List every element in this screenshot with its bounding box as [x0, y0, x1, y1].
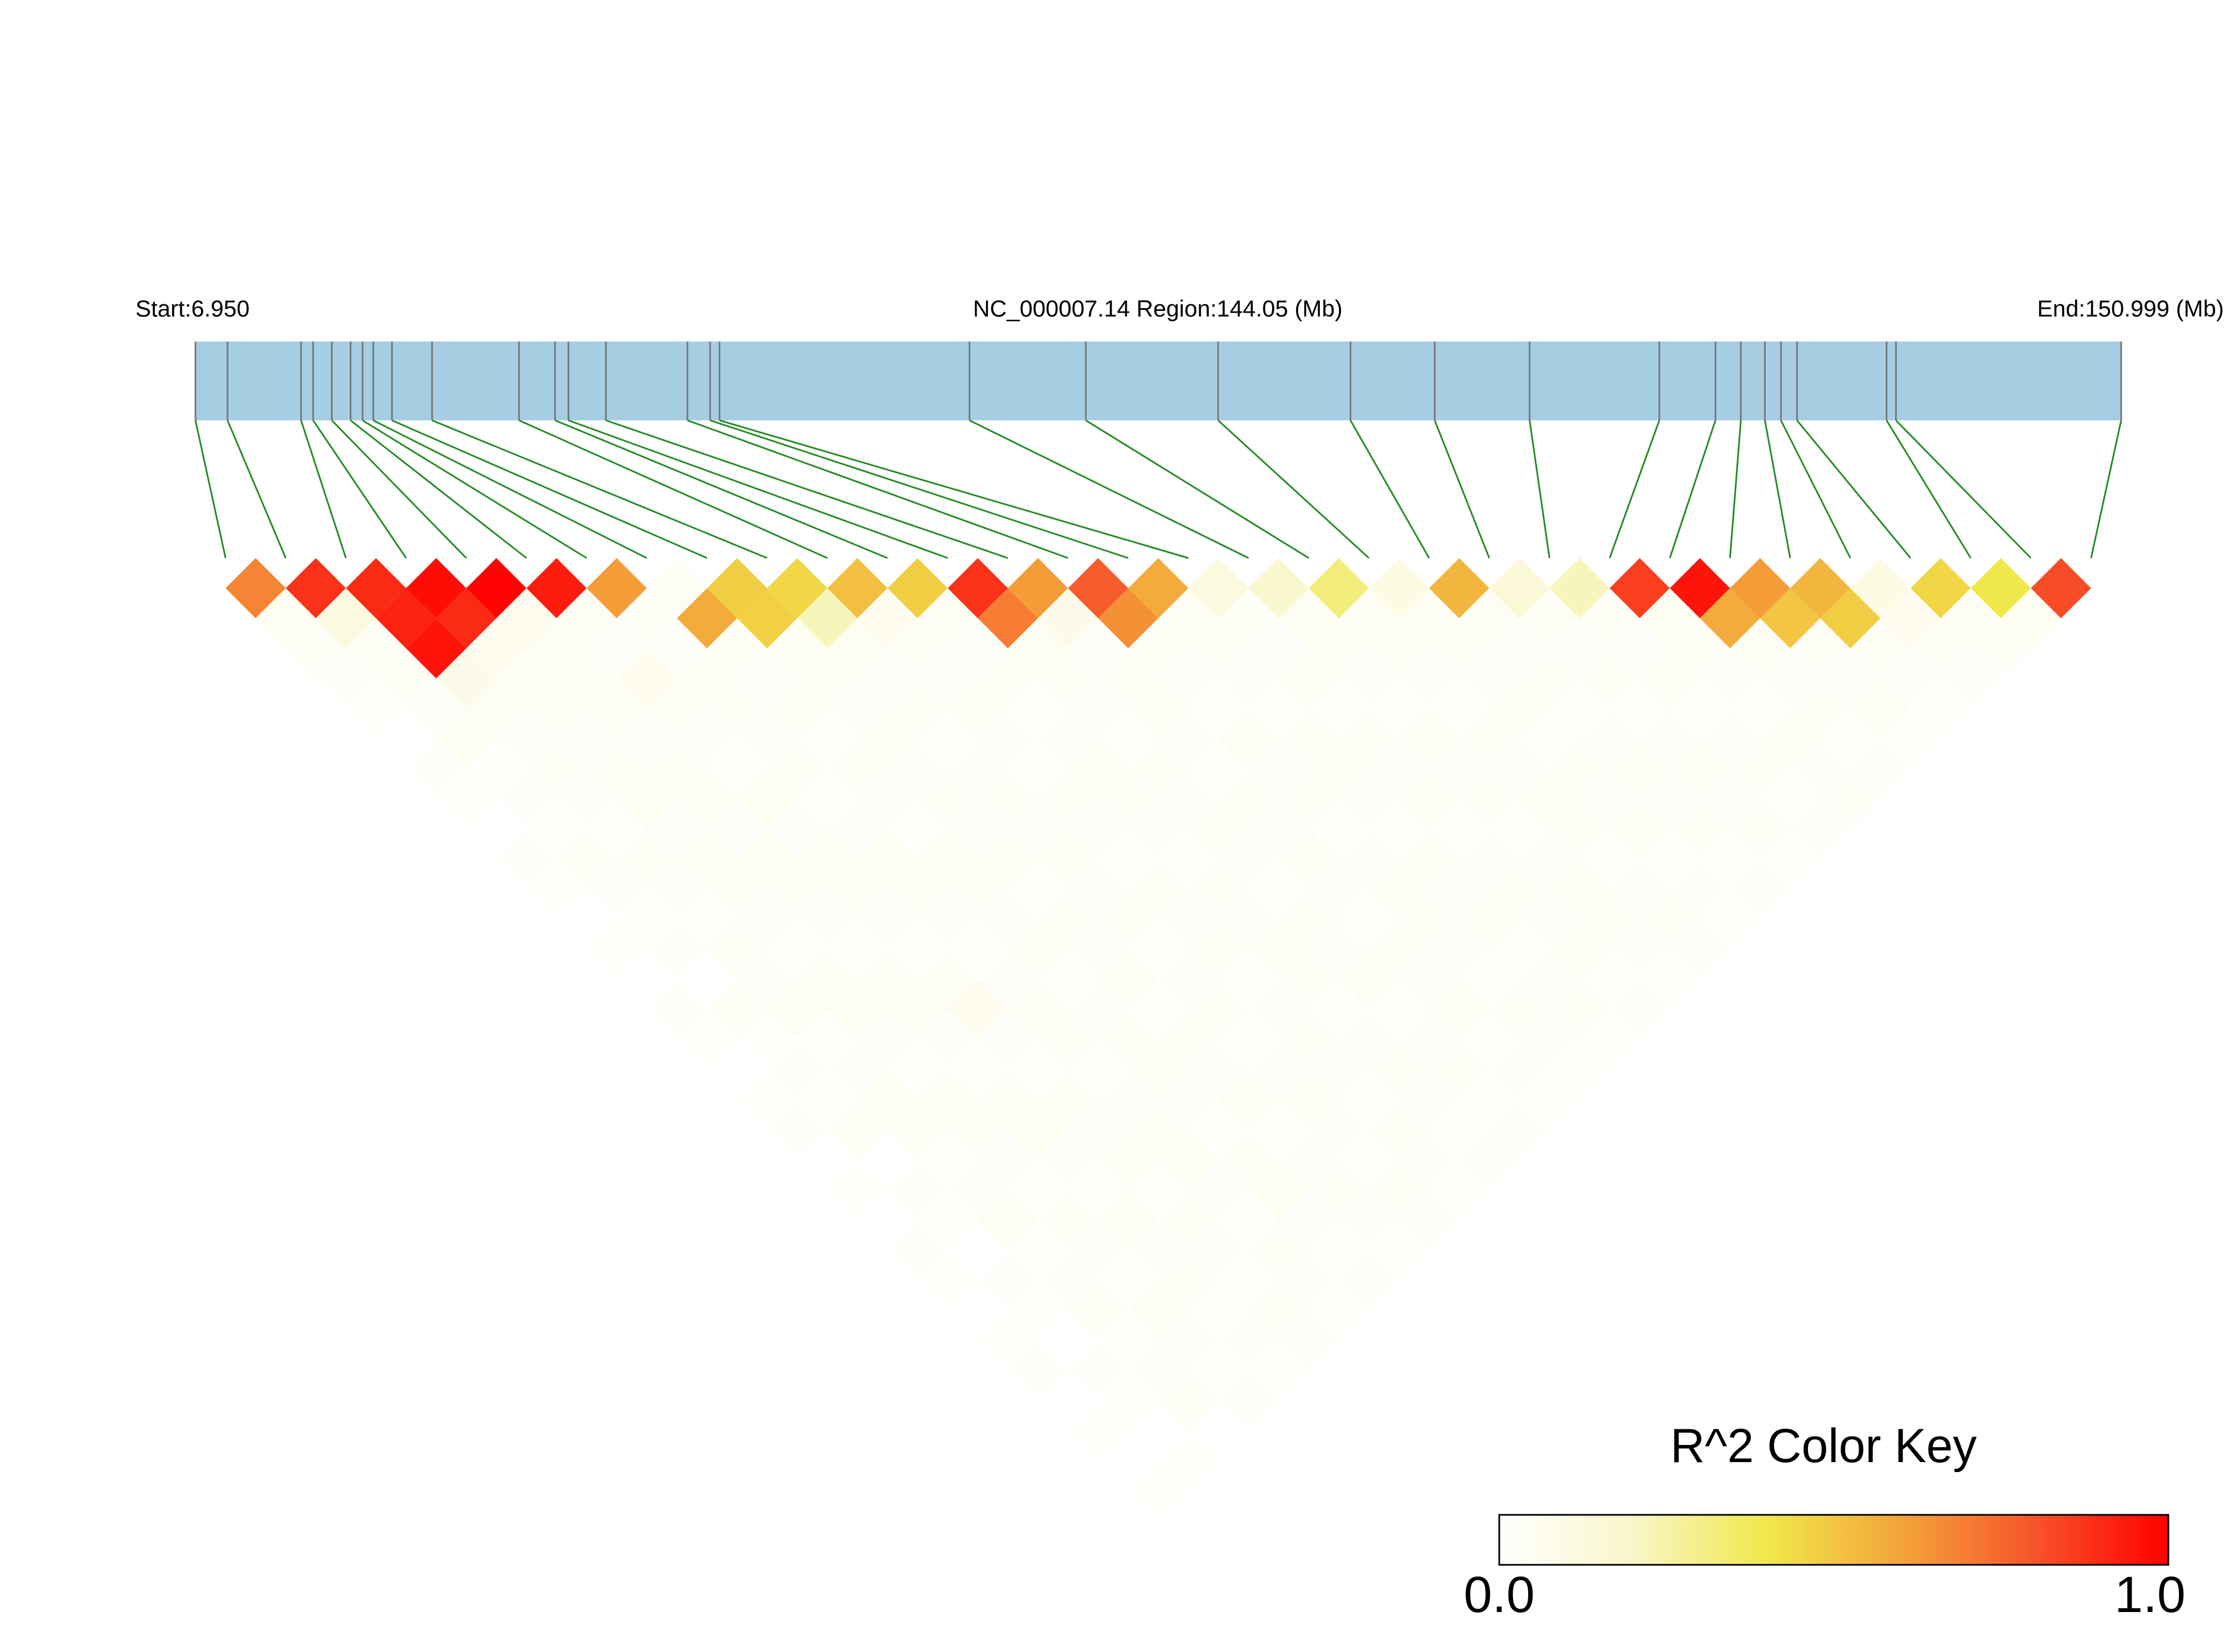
snp-connector-line — [227, 420, 287, 559]
region-title: NC_000007.14 Region:144.05 (Mb) — [973, 295, 1343, 322]
snp-connector-line — [373, 419, 647, 559]
snp-connector-line — [605, 419, 1008, 559]
color-key-title: R^2 Color Key — [1670, 1419, 1977, 1473]
snp-connector-line — [555, 419, 888, 559]
snp-connector-line — [710, 419, 1129, 559]
chromosome-bar — [195, 342, 2121, 420]
snp-connector-line — [362, 419, 587, 559]
color-key-bar — [1498, 1514, 2169, 1566]
snp-connector-line — [194, 420, 227, 559]
snp-connector-line — [300, 420, 347, 559]
snp-connector-line — [1729, 420, 1742, 559]
snp-connector-line — [350, 419, 527, 559]
snp-connector-line — [687, 419, 1068, 559]
snp-connector-line — [1609, 420, 1660, 559]
ld-cell — [2031, 558, 2091, 619]
chromosome-ticks — [194, 342, 2122, 420]
snp-connector-line — [1349, 420, 1430, 559]
snp-connector-lines — [194, 419, 2122, 559]
snp-connector-line — [1764, 420, 1791, 559]
snp-connector-line — [312, 420, 407, 559]
snp-connector-line — [431, 419, 768, 559]
color-key-min-label: 0.0 — [1464, 1566, 1535, 1623]
snp-connector-line — [719, 419, 1189, 559]
snp-connector-line — [1217, 419, 1370, 559]
snp-connector-line — [519, 419, 828, 559]
ld-cells — [225, 558, 2091, 1521]
snp-connector-line — [1529, 420, 1550, 559]
snp-connector-line — [1434, 420, 1490, 559]
snp-connector-line — [1085, 419, 1309, 559]
snp-connector-line — [391, 419, 707, 559]
color-key-max-label: 1.0 — [2115, 1566, 2186, 1623]
snp-connector-line — [1780, 420, 1851, 559]
snp-connector-line — [568, 419, 948, 559]
snp-connector-line — [1886, 420, 1972, 559]
snp-connector-line — [1669, 420, 1716, 559]
snp-connector-line — [331, 419, 467, 559]
snp-connector-line — [969, 419, 1249, 559]
snp-connector-line — [1895, 419, 2032, 559]
snp-connector-line — [2090, 420, 2122, 559]
region-start-label: Start:6.950 — [135, 295, 250, 322]
region-end-label: End:150.999 (Mb) — [2037, 295, 2224, 322]
snp-connector-line — [1796, 420, 1911, 559]
